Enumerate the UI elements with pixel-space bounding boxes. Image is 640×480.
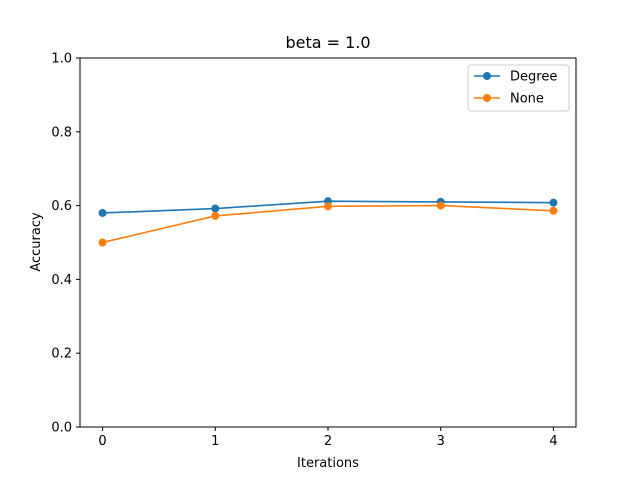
y-tick-label: 0.2 — [51, 347, 72, 362]
x-tick-label: 0 — [98, 434, 106, 449]
data-point-degree — [549, 198, 558, 207]
legend-label-degree: Degree — [510, 70, 557, 85]
data-point-degree — [98, 208, 107, 217]
legend-marker-none — [483, 94, 491, 102]
y-tick-label: 0.8 — [51, 125, 72, 140]
data-point-none — [324, 202, 332, 211]
y-tick-label: 0.4 — [51, 273, 72, 288]
y-tick-label: 0.6 — [51, 199, 72, 214]
y-tick-label: 1.0 — [51, 52, 72, 67]
data-point-none — [549, 206, 558, 215]
data-point-none — [211, 211, 220, 220]
x-tick-label: 3 — [437, 434, 445, 449]
legend-marker-degree — [483, 72, 491, 80]
y-axis-label: Accuracy — [29, 212, 44, 272]
legend: Degree None — [467, 64, 570, 112]
chart-title: beta = 1.0 — [285, 33, 370, 52]
data-point-none — [98, 238, 107, 247]
x-tick-label: 4 — [549, 434, 557, 449]
data-point-none — [436, 201, 445, 210]
x-axis-label: Iterations — [297, 456, 359, 471]
plot-area: 0 1 2 3 4 0.0 0.2 0.4 0.6 0.8 1.0 — [51, 52, 577, 449]
data-point-degree — [211, 204, 220, 213]
y-tick-label: 0.0 — [51, 421, 72, 436]
x-tick-label: 1 — [211, 434, 219, 449]
x-tick-label: 2 — [324, 434, 332, 449]
legend-label-none: None — [510, 92, 544, 107]
